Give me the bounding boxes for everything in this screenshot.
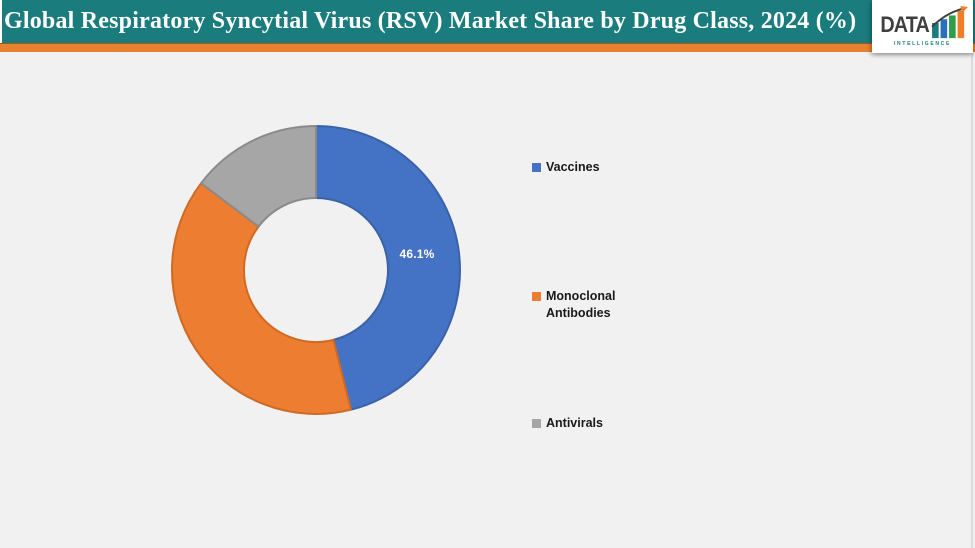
donut-slice-monoclonal-antibodies [171,182,352,415]
logo-bar-4 [957,10,965,39]
logo-bar-3 [948,15,956,39]
logo-wordmark: DATA [880,12,929,37]
legend-swatch-vaccines [532,163,541,172]
legend-label-antivirals: Antivirals [546,416,603,430]
legend-item-antivirals: Antivirals [532,415,603,432]
data-intelligence-logo: DATA INTELLIGENCE [872,0,973,53]
legend-label-vaccines: Vaccines [546,160,600,174]
header-left-sliver [0,0,2,43]
legend-swatch-antivirals [532,419,541,428]
legend-label-monoclonal-antibodies: Monoclonal Antibodies [546,289,616,320]
logo-row: DATA [875,6,970,40]
logo-subtitle: INTELLIGENCE [893,41,952,47]
accent-bar [0,43,975,52]
logo-arrowhead [960,6,968,13]
right-edge-border [971,52,973,548]
legend-item-vaccines: Vaccines [532,159,600,176]
header: Global Respiratory Syncytial Virus (RSV)… [2,0,975,43]
donut-slice-antivirals [200,125,317,228]
logo-arrow [931,7,963,28]
logo-bar-2 [940,19,948,39]
legend-swatch-monoclonal-antibodies [532,292,541,301]
donut-data-label: 46.1% [399,247,435,261]
legend-item-monoclonal-antibodies: Monoclonal Antibodies [532,288,632,322]
page-title: Global Respiratory Syncytial Virus (RSV)… [4,8,857,34]
logo-bar-chart-icon [931,6,968,39]
donut-slice-vaccines [315,125,461,411]
logo-bar-1 [931,23,939,39]
